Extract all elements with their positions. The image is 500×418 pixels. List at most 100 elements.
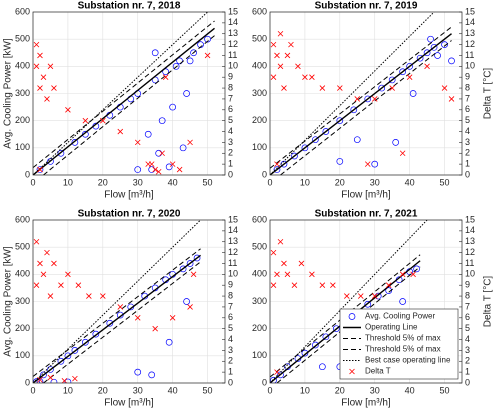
point (406, 74, 413, 80)
point (71, 347, 79, 354)
point (270, 41, 277, 48)
point (301, 144, 309, 152)
point (385, 282, 392, 288)
y2-tick-label: 12 (465, 39, 475, 49)
y-tick-label: 0 (262, 377, 267, 387)
line (33, 27, 215, 175)
point (72, 375, 78, 382)
point (51, 260, 57, 267)
point (151, 49, 159, 57)
point (364, 161, 371, 167)
legend-symbol (348, 313, 356, 320)
line (43, 35, 215, 175)
y2-tick-label: 2 (465, 148, 470, 158)
point (179, 265, 187, 273)
point (65, 107, 71, 113)
y2-tick-label: 1 (228, 159, 233, 169)
point (169, 103, 176, 111)
x-tick-label: 30 (133, 177, 143, 187)
y2-tick-label: 12 (228, 247, 238, 257)
axes-box (32, 219, 226, 384)
point (71, 139, 79, 146)
point (430, 43, 438, 51)
point (322, 128, 330, 135)
legend-label: Threshold 5% of max (365, 345, 441, 354)
point (371, 96, 378, 102)
point (270, 282, 277, 288)
point (33, 378, 40, 383)
y2-tick-label: 8 (465, 290, 470, 300)
point (336, 117, 344, 125)
point (37, 376, 43, 383)
point (172, 62, 180, 70)
y2-tick-label: 7 (465, 93, 470, 103)
legend: Avg. Cooling Power Operating Line Threshol… (339, 308, 459, 380)
x-tick-label: 10 (63, 385, 73, 395)
point (152, 325, 158, 332)
point (353, 136, 361, 144)
point (350, 106, 358, 114)
point (385, 287, 393, 294)
line (33, 20, 215, 169)
point (364, 95, 372, 103)
y-tick-label: 300 (15, 296, 30, 306)
point (274, 161, 280, 167)
y2-tick-label: 7 (228, 93, 233, 103)
point (309, 74, 315, 80)
point (158, 117, 166, 125)
y2-tick-label: 1 (465, 159, 470, 169)
point (134, 139, 141, 146)
x-axis-label: Flow [m³/h] (104, 398, 154, 409)
point (193, 254, 201, 262)
y2-tick-label: 0 (228, 169, 233, 179)
point (281, 85, 287, 91)
point (37, 52, 43, 59)
y2-tick-label: 11 (228, 258, 237, 268)
x-tick-label: 50 (203, 385, 213, 395)
y2-tick-label: 13 (228, 28, 238, 38)
point (100, 293, 106, 299)
x-tick-label: 0 (267, 177, 272, 187)
point (448, 96, 455, 102)
chart-title: Substation nr. 7, 2021 (315, 209, 418, 220)
axes-box (269, 11, 463, 176)
y-tick-label: 200 (15, 323, 30, 333)
point (179, 144, 187, 152)
line (280, 40, 452, 175)
y-axis-label: Avg. Cooling Power [kW] (3, 38, 14, 149)
point (155, 168, 162, 175)
point (44, 249, 50, 256)
x-axis-label: Flow [m³/h] (341, 398, 391, 409)
y-tick-label: 0 (25, 169, 30, 179)
legend-box (339, 308, 459, 380)
point (270, 376, 277, 383)
point (319, 85, 326, 91)
point (416, 54, 424, 62)
point (270, 249, 277, 256)
data (270, 12, 455, 175)
y2-tick-label: 14 (228, 17, 238, 27)
point (274, 52, 280, 59)
point (291, 152, 298, 160)
y2-tick-label: 9 (228, 280, 233, 290)
y2-tick-label: 15 (228, 6, 238, 16)
point (312, 341, 319, 349)
y-tick-label: 100 (252, 350, 267, 360)
point (169, 315, 176, 321)
point (92, 330, 100, 338)
point (277, 238, 284, 245)
y2-tick-label: 4 (465, 126, 470, 136)
y-tick-label: 300 (252, 296, 267, 306)
line (43, 261, 201, 383)
y2-tick-label: 13 (228, 236, 238, 246)
y-tick-label: 500 (15, 34, 30, 44)
y-tick-label: 600 (252, 214, 267, 224)
point (57, 357, 65, 365)
point (337, 85, 343, 91)
point (284, 52, 291, 59)
y2-tick-label: 1 (465, 367, 470, 377)
point (82, 338, 89, 346)
point (47, 374, 54, 381)
point (117, 304, 124, 310)
y-tick-label: 500 (252, 34, 267, 44)
